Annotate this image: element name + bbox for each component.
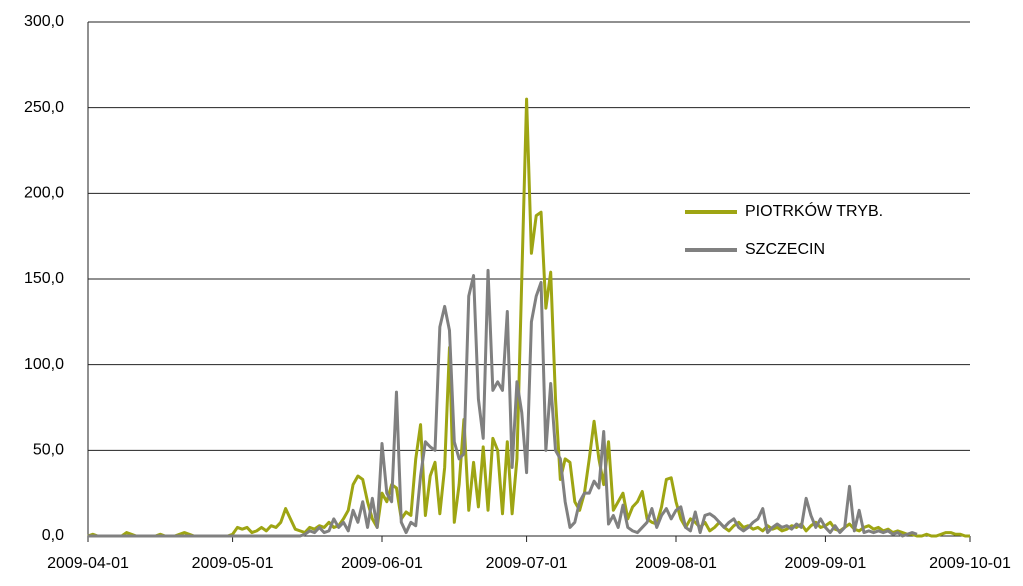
legend-label: PIOTRKÓW TRYB. xyxy=(745,201,883,220)
y-tick-label: 0,0 xyxy=(42,527,64,544)
series-line xyxy=(88,268,918,538)
x-tick-label: 2009-07-01 xyxy=(486,555,568,572)
x-tick-label: 2009-05-01 xyxy=(192,555,274,572)
x-tick-label: 2009-08-01 xyxy=(635,555,717,572)
y-tick-label: 300,0 xyxy=(24,13,64,30)
y-tick-label: 150,0 xyxy=(24,270,64,287)
x-tick-label: 2009-09-01 xyxy=(784,555,866,572)
x-tick-label: 2009-04-01 xyxy=(47,555,129,572)
legend-label: SZCZECIN xyxy=(745,241,825,258)
y-tick-label: 50,0 xyxy=(33,442,64,459)
x-tick-label: 2009-10-01 xyxy=(929,555,1011,572)
series-line xyxy=(87,97,970,538)
x-tick-label: 2009-06-01 xyxy=(341,555,423,572)
y-tick-label: 250,0 xyxy=(24,99,64,116)
y-tick-label: 100,0 xyxy=(24,356,64,373)
y-tick-label: 200,0 xyxy=(24,185,64,202)
